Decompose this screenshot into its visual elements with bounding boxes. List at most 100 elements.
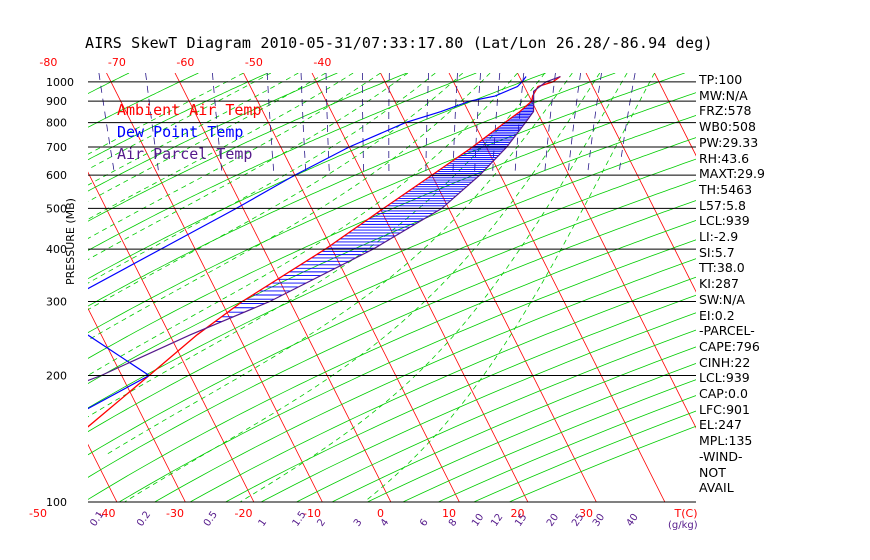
cape-hatch-layer bbox=[208, 96, 534, 327]
mixing-ratio-line bbox=[388, 73, 390, 176]
dry-adiabat-line bbox=[189, 276, 696, 502]
index-line: CINH:22 bbox=[699, 354, 751, 370]
moist-adiabat-line bbox=[88, 73, 463, 311]
index-line: TP:100 bbox=[699, 72, 743, 87]
bottom-temp-tick-label: -40 bbox=[98, 507, 116, 520]
mixing-ratio-tick-label: 6 bbox=[418, 517, 431, 529]
bottom-temp-tick-label: 30 bbox=[579, 507, 593, 520]
mixing-ratio-line bbox=[266, 73, 275, 176]
bottom-temp-tick-label: 20 bbox=[511, 507, 525, 520]
moist-adiabat-line bbox=[88, 73, 272, 170]
isotherm-line bbox=[174, 73, 392, 502]
moist-adiabat-line bbox=[88, 73, 299, 186]
mixing-ratio-line bbox=[362, 73, 365, 176]
legend-ambient-air-temp: Ambient Air Temp bbox=[117, 101, 262, 119]
dry-adiabat-line bbox=[88, 73, 477, 251]
dry-adiabat-line bbox=[88, 73, 685, 334]
index-line: TH:5463 bbox=[699, 181, 753, 197]
mixing-ratio-tick-label: 0.2 bbox=[135, 509, 153, 528]
mixing-ratio-tick-label: 1 bbox=[257, 517, 270, 529]
index-line: MPL:135 bbox=[699, 433, 753, 449]
index-line: EL:247 bbox=[699, 417, 742, 433]
grid-layer bbox=[0, 73, 696, 502]
isotherm-line bbox=[0, 73, 48, 502]
bottom-temp-tick-label: -30 bbox=[166, 507, 184, 520]
dry-adiabat-line bbox=[88, 158, 696, 433]
chart-title: AIRS SkewT Diagram 2010-05-31/07:33:17.8… bbox=[85, 34, 713, 52]
index-line: LCL:939 bbox=[699, 213, 750, 229]
mixing-ratio-line bbox=[212, 73, 223, 176]
legend-dew-point-temp: Dew Point Temp bbox=[117, 123, 244, 141]
index-line: KI:287 bbox=[699, 276, 739, 292]
index-line: PW:29.33 bbox=[699, 134, 759, 150]
pressure-tick-label: 900 bbox=[46, 95, 67, 108]
index-line: FRZ:578 bbox=[699, 103, 752, 119]
mixing-ratio-tick-label: 3 bbox=[352, 517, 365, 529]
dry-adiabat-line bbox=[118, 239, 696, 502]
stability-indices-panel: TP:100 MW:N/A FRZ:578 WB0:508 PW:29.33 RH:43.… bbox=[699, 72, 765, 496]
pressure-tick-label: 400 bbox=[46, 243, 67, 256]
mixing-ratio-line bbox=[618, 73, 636, 176]
ambient-air-temp-line bbox=[88, 75, 561, 428]
index-line: -WIND- bbox=[699, 448, 743, 464]
isotherm-line bbox=[448, 73, 666, 502]
mixing-ratio-tick-label: 20 bbox=[545, 512, 561, 529]
dry-adiabat-line bbox=[473, 410, 696, 502]
index-line: AVAIL bbox=[699, 480, 734, 496]
mixing-ratio-line bbox=[452, 73, 458, 176]
index-line: RH:43.6 bbox=[699, 150, 750, 166]
index-line: SW:N/A bbox=[699, 291, 745, 307]
mixing-ratio-line bbox=[98, 73, 116, 176]
moist-adiabat-line bbox=[364, 73, 655, 502]
dry-adiabat-line bbox=[154, 258, 696, 502]
moist-adiabat-line bbox=[88, 73, 354, 220]
pressure-tick-label: 300 bbox=[46, 296, 67, 309]
mixing-ratio-tick-label: 40 bbox=[625, 512, 641, 529]
dry-adiabat-line bbox=[88, 200, 696, 478]
index-line: SI:5.7 bbox=[699, 244, 735, 260]
isotherm-line bbox=[380, 73, 597, 502]
y-axis-label: PRESSURE (MB) bbox=[64, 198, 77, 285]
dry-adiabat-line bbox=[260, 312, 696, 502]
moist-adiabat-line bbox=[88, 73, 244, 155]
bottom-temp-tick-label: -20 bbox=[235, 507, 253, 520]
index-line: LI:-2.9 bbox=[699, 229, 739, 245]
isotherm-line bbox=[88, 307, 186, 502]
index-line: LCL:939 bbox=[699, 370, 750, 386]
pressure-tick-label: 1000 bbox=[46, 76, 74, 89]
pressure-tick-label: 800 bbox=[46, 117, 67, 130]
index-line: L57:5.8 bbox=[699, 197, 746, 213]
mixing-ratio-line bbox=[425, 73, 430, 176]
mixing-ratio-line bbox=[567, 73, 581, 176]
index-line: LFC:901 bbox=[699, 401, 750, 417]
dry-adiabat-line bbox=[509, 425, 696, 502]
moist-adiabat-line bbox=[88, 73, 491, 341]
mixing-ratio-line bbox=[145, 73, 160, 176]
dry-adiabat-line bbox=[88, 92, 696, 359]
mixing-ratio-tick-label: 2 bbox=[315, 517, 328, 529]
pressure-tick-label: 100 bbox=[46, 496, 67, 509]
index-line: -PARCEL- bbox=[699, 323, 755, 339]
mixing-ratio-tick-label: 4 bbox=[379, 517, 392, 529]
isotherm-line bbox=[654, 73, 696, 157]
mixing-ratio-line bbox=[587, 73, 602, 176]
dry-adiabat-line bbox=[88, 115, 696, 384]
dry-adiabat-line bbox=[402, 379, 696, 502]
dew-point-temp-line bbox=[88, 76, 527, 410]
dry-adiabat-line bbox=[0, 73, 60, 502]
pressure-tick-label: 500 bbox=[46, 202, 67, 215]
dry-adiabat-line bbox=[88, 73, 269, 161]
dry-adiabat-line bbox=[88, 73, 130, 95]
pressure-tick-label: 200 bbox=[46, 370, 67, 383]
moist-adiabat-line bbox=[88, 73, 546, 418]
moist-adiabat-line bbox=[88, 73, 381, 239]
top-temp-tick-label: -60 bbox=[176, 56, 194, 69]
dry-adiabat-line bbox=[225, 294, 696, 502]
moist-adiabat-line bbox=[88, 73, 326, 203]
index-line: WB0:508 bbox=[699, 119, 756, 135]
top-temp-tick-label: -70 bbox=[108, 56, 126, 69]
mixing-ratio-line bbox=[544, 73, 556, 176]
top-temp-tick-label: -80 bbox=[39, 56, 57, 69]
mixing-ratio-unit-label: (g/kg) bbox=[668, 520, 698, 531]
